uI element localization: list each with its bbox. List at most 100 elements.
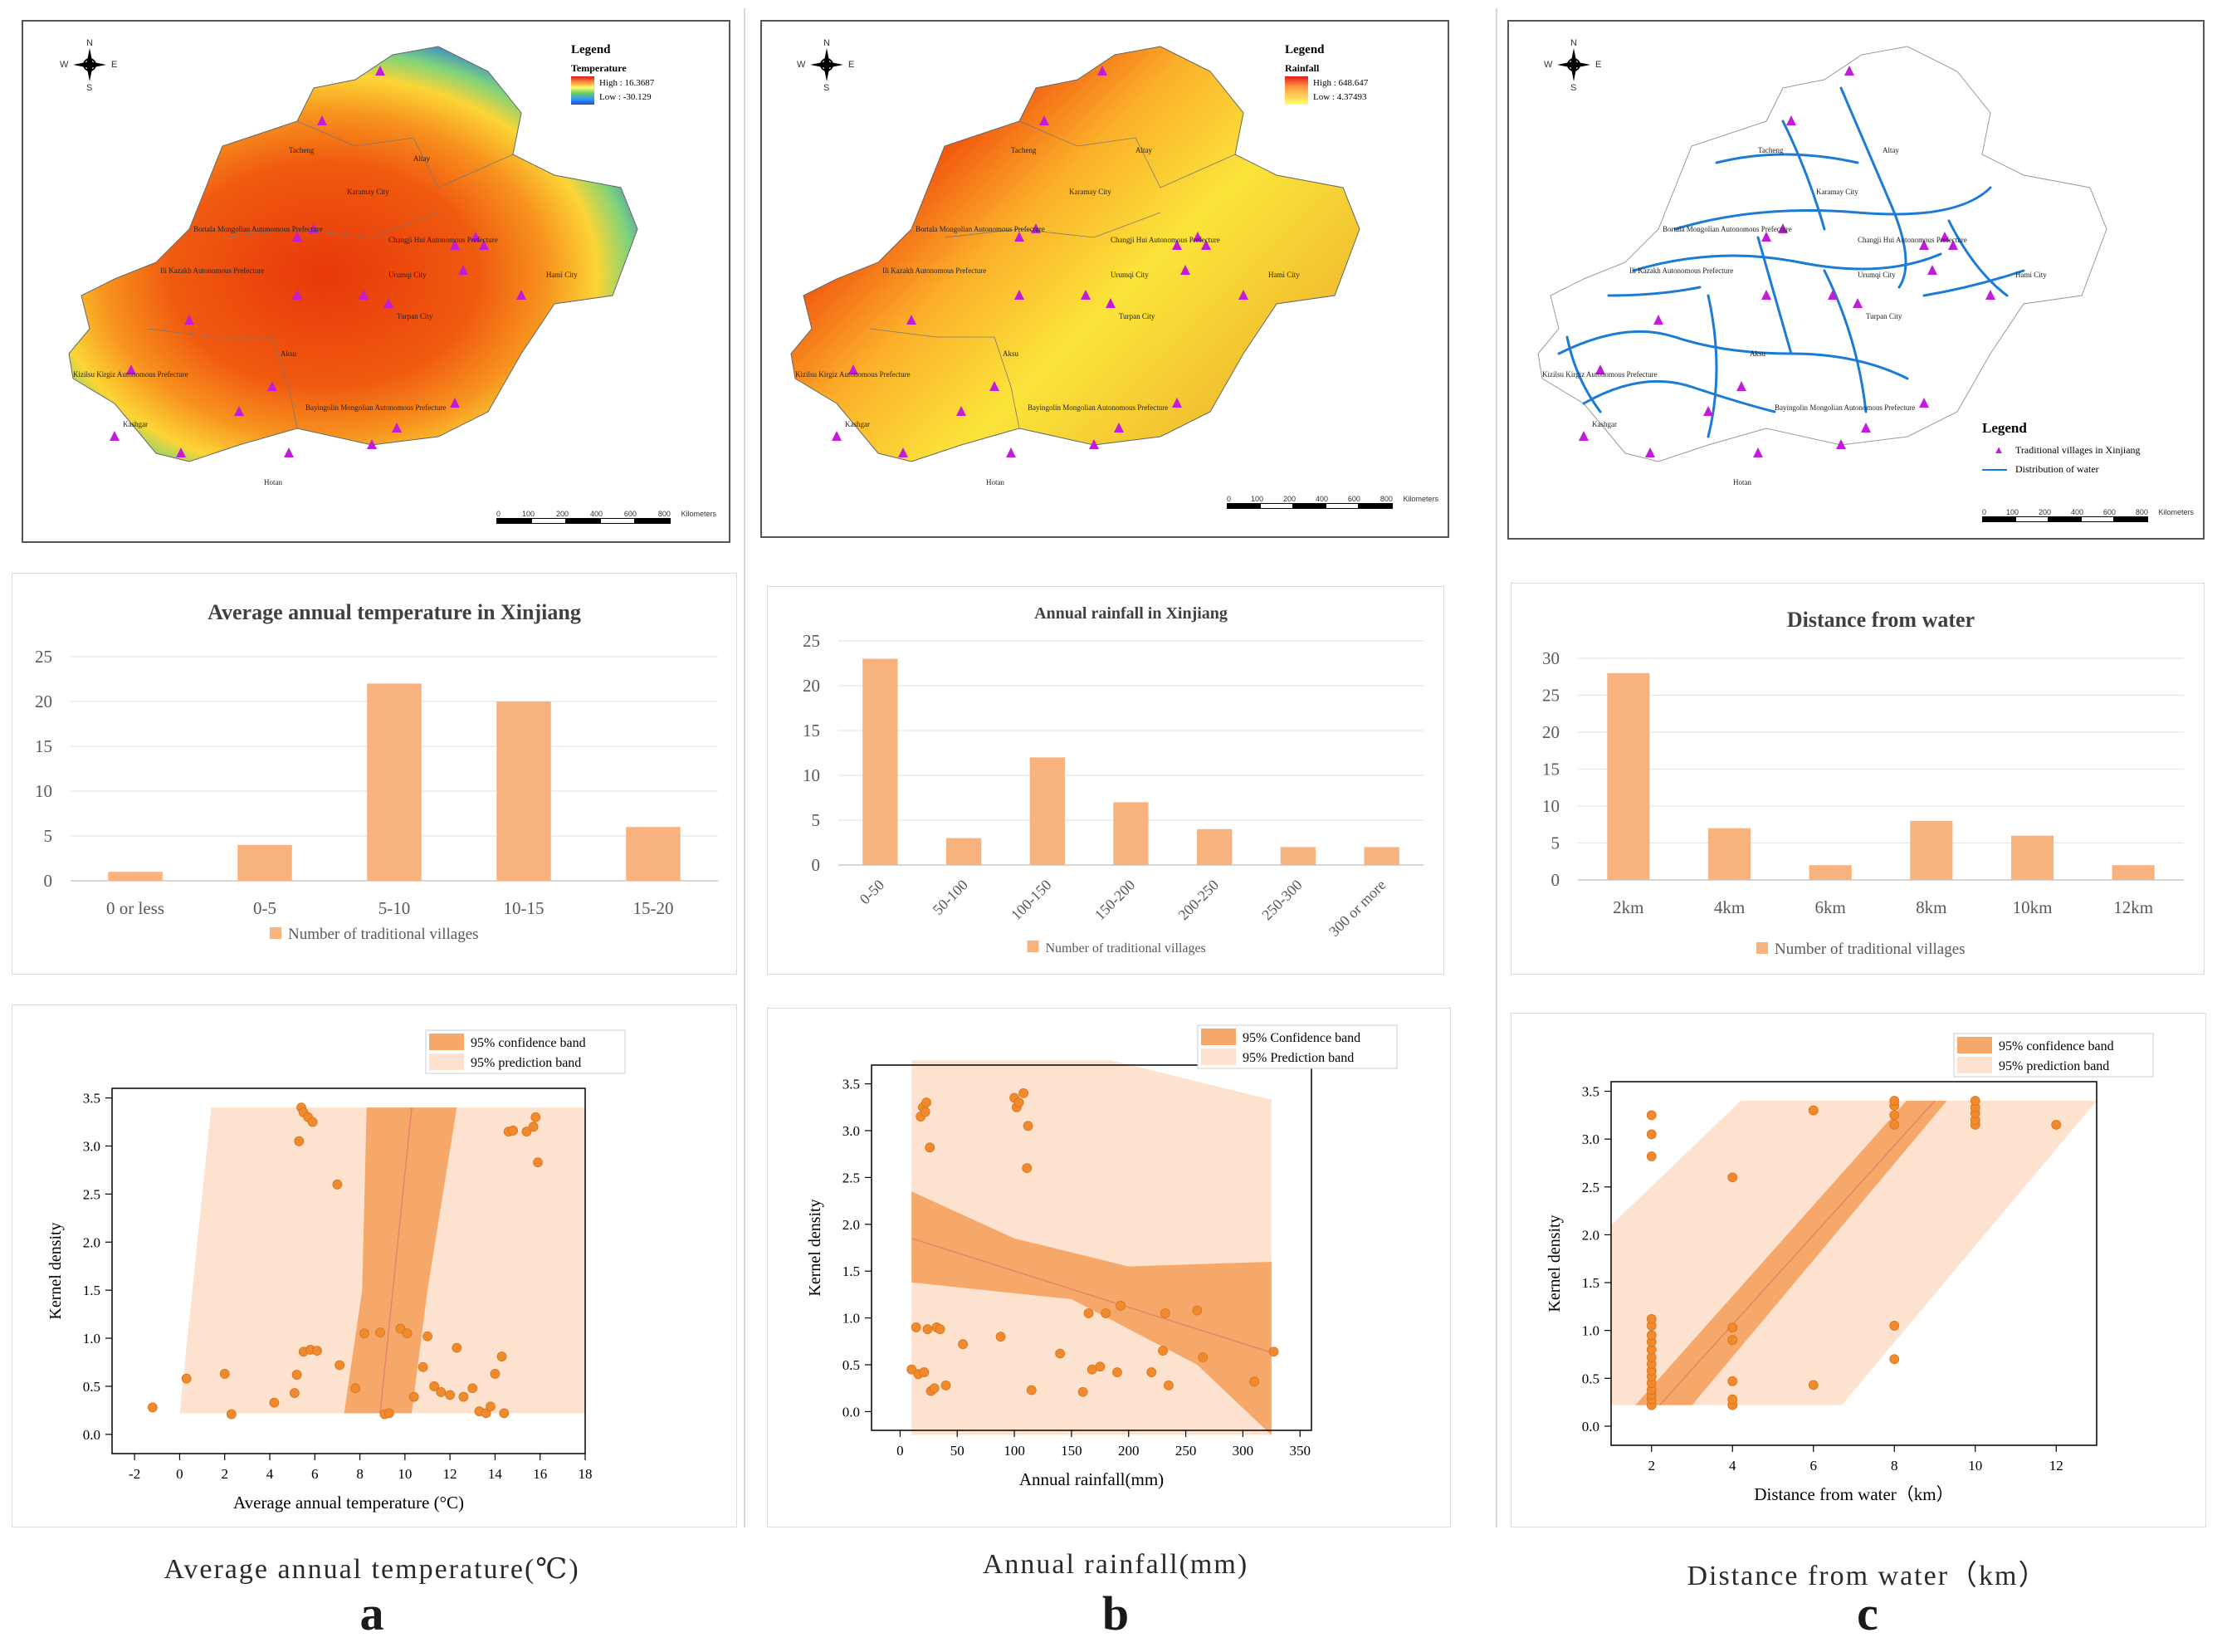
y-tick-label: 25 [803, 631, 820, 651]
village-marker [367, 439, 377, 449]
water-scatter-panel: 2 4 6 8 10 12 0.0 0.5 1.0 1.5 2.0 2.5 3.0 3.5 Distance… [1511, 1013, 2206, 1527]
village-marker [1031, 223, 1041, 233]
data-point [1727, 1322, 1738, 1333]
x-tick-label: 10 [398, 1466, 412, 1482]
village-triangle-icon: ▲ [1993, 443, 2005, 456]
village-marker [1238, 290, 1248, 300]
village-marker [1172, 398, 1182, 408]
data-point [1727, 1172, 1738, 1183]
village-marker [956, 406, 966, 416]
x-tick-label: 10km [2013, 897, 2053, 917]
village-marker [1948, 240, 1958, 250]
y-tick-label: 0 [1551, 870, 1560, 890]
legend-subtitle: Temperature [571, 62, 627, 74]
village-marker [383, 298, 393, 308]
village-marker [1180, 265, 1190, 275]
x-tick-label: 100-150 [1008, 877, 1055, 924]
village-marker [1097, 66, 1107, 76]
x-tick-label: 10-15 [504, 898, 545, 918]
village-marker [1106, 298, 1116, 308]
y-axis-title: Kernel density [1546, 1215, 1564, 1312]
fit-line [1658, 1100, 1936, 1406]
place-label: Aksu [1750, 349, 1766, 358]
data-point [528, 1122, 539, 1132]
data-point [490, 1368, 501, 1379]
confidence-band [344, 1107, 457, 1414]
bar [1113, 802, 1149, 865]
bar [2010, 835, 2054, 880]
x-tick-label: 2km [1613, 897, 1643, 917]
map-legend: Legend Rainfall High : 648.647 Low : 4.3… [1285, 43, 1368, 105]
data-point [486, 1401, 496, 1412]
data-point [1198, 1352, 1209, 1362]
legend-prediction-label: 95% prediction band [471, 1056, 581, 1070]
data-point [147, 1402, 158, 1413]
x-tick-label: 6 [1810, 1458, 1818, 1474]
village-marker [110, 431, 120, 441]
x-tick-label: 250 [1175, 1443, 1197, 1459]
place-label: Urumqi City [1858, 271, 1896, 279]
legend-swatch [270, 927, 281, 939]
panel-letter-b: b [1101, 1586, 1130, 1640]
x-tick-label: 6 [311, 1466, 319, 1482]
scale-ticks: 0 100 200 400 600 800 [1982, 508, 2148, 516]
y-tick-label: 25 [35, 647, 52, 667]
place-label: Hami City [1268, 271, 1300, 279]
x-axis-title: Average annual temperature (°C) [233, 1493, 464, 1513]
x-tick-label: 300 [1233, 1443, 1254, 1459]
temperature-map: N S E W Legend Temperature High : 16.368… [22, 20, 730, 543]
place-label: Hotan [1733, 478, 1751, 486]
village-marker [1006, 447, 1016, 457]
data-point [383, 1408, 394, 1419]
confidence-band [911, 1191, 1272, 1435]
y-tick-label: 3.0 [1582, 1131, 1599, 1147]
temperature-map-graphic [68, 46, 638, 462]
x-tick-label: 15-20 [633, 898, 674, 918]
bar [1364, 847, 1399, 865]
xinjiang-shape [68, 46, 638, 462]
place-label: Altay [1135, 146, 1152, 154]
legend-confidence-label: 95% confidence band [471, 1036, 586, 1050]
legend-villages: Traditional villages in Xinjiang [2015, 443, 2141, 456]
place-label: Kashgar [845, 420, 870, 428]
data-point [335, 1360, 345, 1371]
y-tick-label: 3.0 [842, 1123, 860, 1139]
village-marker [1089, 439, 1099, 449]
legend-confidence-label: 95% confidence band [1999, 1039, 2114, 1053]
x-tick-label: 200-250 [1174, 877, 1222, 924]
y-tick-label: 0 [812, 855, 821, 875]
data-point [1077, 1386, 1088, 1397]
legend-water: Distribution of water [2015, 463, 2099, 475]
y-tick-label: 25 [1542, 686, 1560, 706]
legend-subtitle: Rainfall [1285, 62, 1320, 74]
y-tick-label: 3.5 [842, 1077, 860, 1092]
data-point [1970, 1096, 1980, 1106]
x-tick-label: 300 or more [1326, 877, 1389, 940]
temperature-bar-chart: Average annual temperature in Xinjiang 0 5… [35, 600, 718, 943]
data-point [359, 1328, 369, 1339]
x-tick-label: 0 [176, 1466, 183, 1482]
data-point [1083, 1308, 1094, 1318]
place-label: Karamay City [1069, 188, 1111, 196]
x-tick-label: 2 [1648, 1458, 1656, 1474]
compass-north: N [1570, 38, 1577, 48]
village-marker [1778, 223, 1788, 233]
place-label: Altay [1883, 146, 1899, 154]
data-point [1646, 1313, 1657, 1324]
village-marker [1193, 232, 1203, 242]
y-axis-title: Kernel density [806, 1199, 824, 1296]
data-point [219, 1368, 230, 1379]
y-tick-label: 1.5 [1582, 1275, 1599, 1291]
village-marker [471, 232, 481, 242]
legend-swatch-confidence [429, 1034, 464, 1050]
village-marker [284, 447, 294, 457]
rainfall-bar-panel: Annual rainfall in Xinjiang 0 5 10 15 20 25 0-5… [767, 586, 1444, 975]
place-label: Bortala Mongolian Autonomous Prefecture [193, 225, 323, 233]
y-tick-label: 5 [1551, 833, 1560, 853]
village-marker [450, 398, 460, 408]
scale-unit: Kilometers [2158, 508, 2194, 516]
village-marker [1579, 431, 1589, 441]
y-tick-label: 0.0 [1582, 1419, 1599, 1435]
plot-frame [871, 1064, 1312, 1431]
water-map: N S E W Legend ▲ Traditional villages in… [1507, 20, 2205, 540]
